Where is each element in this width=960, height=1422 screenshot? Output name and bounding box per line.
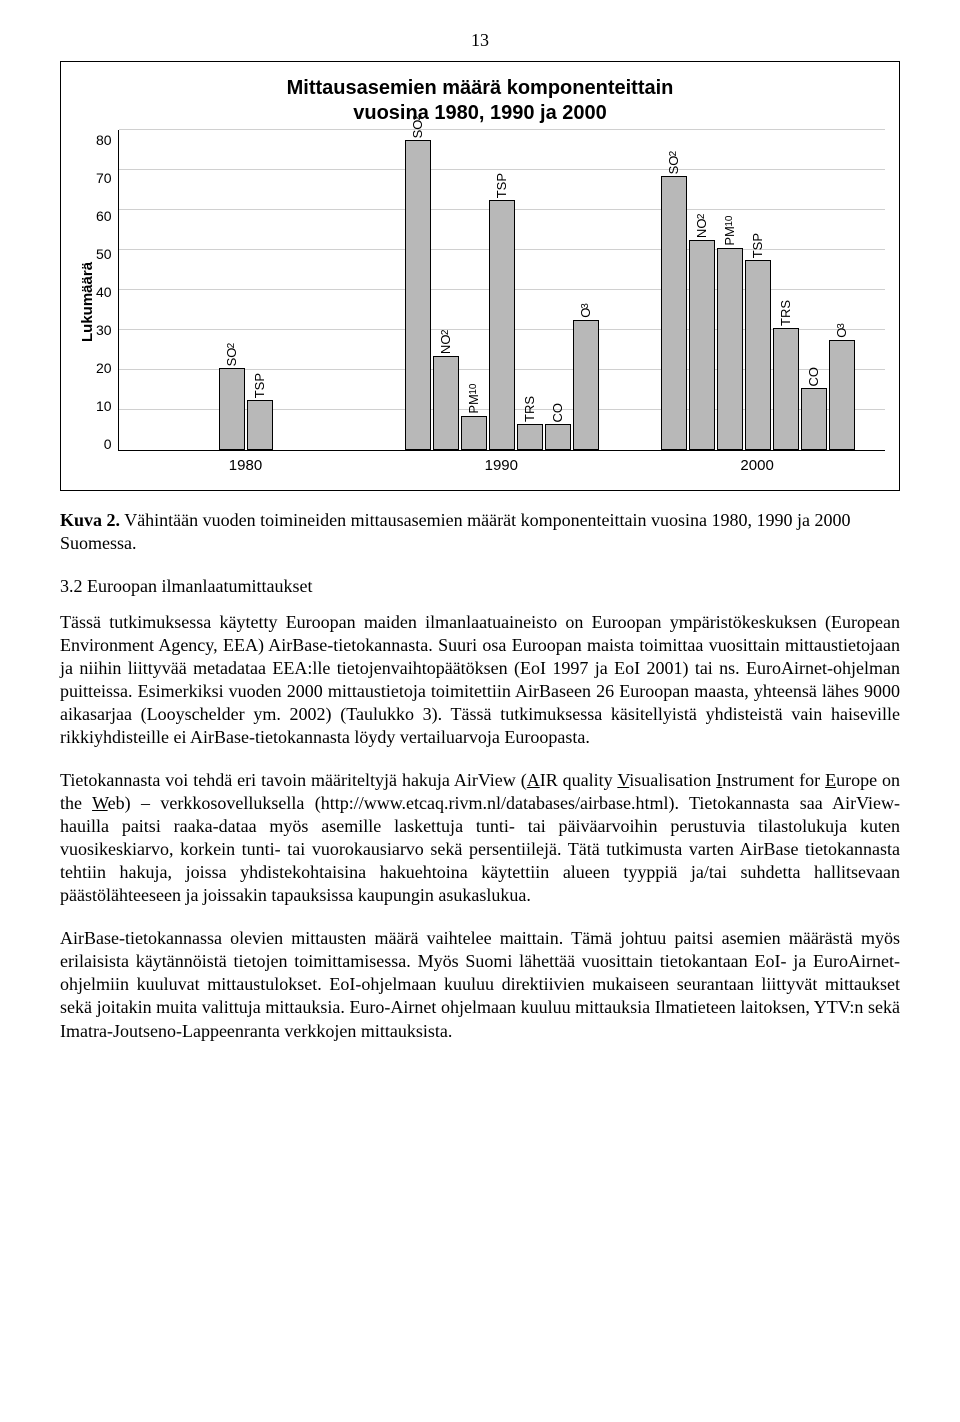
y-tick: 60 xyxy=(96,208,112,224)
bar xyxy=(573,320,599,450)
bar-wrap: PM10 xyxy=(718,215,742,450)
bar-label: TSP xyxy=(750,233,765,258)
bar-label: SO2 xyxy=(224,342,239,366)
y-axis-ticks: 80 70 60 50 40 30 20 10 0 xyxy=(96,130,118,454)
bar xyxy=(461,416,487,450)
bar-wrap: TSP xyxy=(490,173,514,450)
y-tick: 70 xyxy=(96,170,112,186)
paragraph-3: AirBase-tietokannassa olevien mittausten… xyxy=(60,927,900,1042)
figure-caption-lead: Kuva 2. xyxy=(60,510,120,530)
bar-wrap: SO2 xyxy=(662,150,686,450)
bar xyxy=(517,424,543,450)
bar-wrap: PM10 xyxy=(462,383,486,450)
bar xyxy=(545,424,571,450)
bar-wrap: SO2 xyxy=(406,114,430,450)
chart-title-line1: Mittausasemien määrä komponenteittain xyxy=(287,77,674,99)
section-heading: 3.2 Euroopan ilmanlaatumittaukset xyxy=(60,576,900,597)
bar xyxy=(689,240,715,450)
bar-label: TSP xyxy=(252,373,267,398)
bar-wrap: NO2 xyxy=(434,329,458,450)
y-tick: 30 xyxy=(96,322,112,338)
bar-label: PM10 xyxy=(466,383,481,414)
bar-wrap: O3 xyxy=(574,302,598,450)
bar-wrap: NO2 xyxy=(690,213,714,450)
bar-label: TSP xyxy=(494,173,509,198)
y-tick: 10 xyxy=(96,398,112,414)
page-number: 13 xyxy=(60,30,900,51)
bar-wrap: SO2 xyxy=(220,342,244,450)
bar xyxy=(489,200,515,450)
paragraph-1: Tässä tutkimuksessa käytetty Euroopan ma… xyxy=(60,611,900,749)
plot-area: SO2TSPSO2NO2PM10TSPTRSCOO3SO2NO2PM10TSPT… xyxy=(118,130,885,451)
bar xyxy=(829,340,855,450)
bar-label: TRS xyxy=(522,396,537,422)
bar-label: PM10 xyxy=(722,215,737,246)
paragraph-2: Tietokannasta voi tehdä eri tavoin määri… xyxy=(60,769,900,907)
bar xyxy=(219,368,245,450)
bar xyxy=(433,356,459,450)
bar-wrap: CO xyxy=(802,367,826,451)
bar-label: CO xyxy=(806,367,821,387)
y-tick: 40 xyxy=(96,284,112,300)
y-tick: 50 xyxy=(96,246,112,262)
bar xyxy=(717,248,743,450)
bar-label: TRS xyxy=(778,300,793,326)
bar xyxy=(773,328,799,450)
x-axis-ticks: 198019902000 xyxy=(118,457,885,474)
bar-label: O3 xyxy=(834,322,849,338)
figure-caption: Kuva 2. Vähintään vuoden toimineiden mit… xyxy=(60,509,900,554)
bar-wrap: CO xyxy=(546,403,570,451)
bar-wrap: TSP xyxy=(746,233,770,450)
bar-wrap: O3 xyxy=(830,322,854,450)
bar-wrap: TRS xyxy=(774,300,798,450)
bar-group: SO2 NO2 PM10 TSP TRS CO O3 xyxy=(630,150,885,450)
bar-label: NO2 xyxy=(438,329,453,354)
bar-label: SO2 xyxy=(666,150,681,174)
bar xyxy=(745,260,771,450)
bar-label: O3 xyxy=(578,302,593,318)
bar-wrap: TRS xyxy=(518,396,542,450)
bar-label: NO2 xyxy=(694,213,709,238)
bar xyxy=(247,400,273,450)
y-tick: 20 xyxy=(96,360,112,376)
chart-container: Mittausasemien määrä komponenteittain vu… xyxy=(60,61,900,491)
x-tick: 1990 xyxy=(373,457,629,474)
y-axis-label: Lukumäärä xyxy=(75,130,96,474)
x-tick: 1980 xyxy=(118,457,374,474)
bar xyxy=(661,176,687,450)
bar xyxy=(801,388,827,450)
bar-label: SO2 xyxy=(410,114,425,138)
bar-wrap: TSP xyxy=(248,373,272,450)
bar xyxy=(405,140,431,450)
bar-group: SO2 NO2 PM10 TSP TRS CO O3 xyxy=(374,114,630,450)
figure-caption-rest: Vähintään vuoden toimineiden mittausasem… xyxy=(60,510,851,553)
y-tick: 80 xyxy=(96,132,112,148)
x-tick: 2000 xyxy=(629,457,885,474)
bar-group: SO2 TSP xyxy=(119,342,375,450)
y-tick: 0 xyxy=(96,436,112,452)
bar-label: CO xyxy=(550,403,565,423)
